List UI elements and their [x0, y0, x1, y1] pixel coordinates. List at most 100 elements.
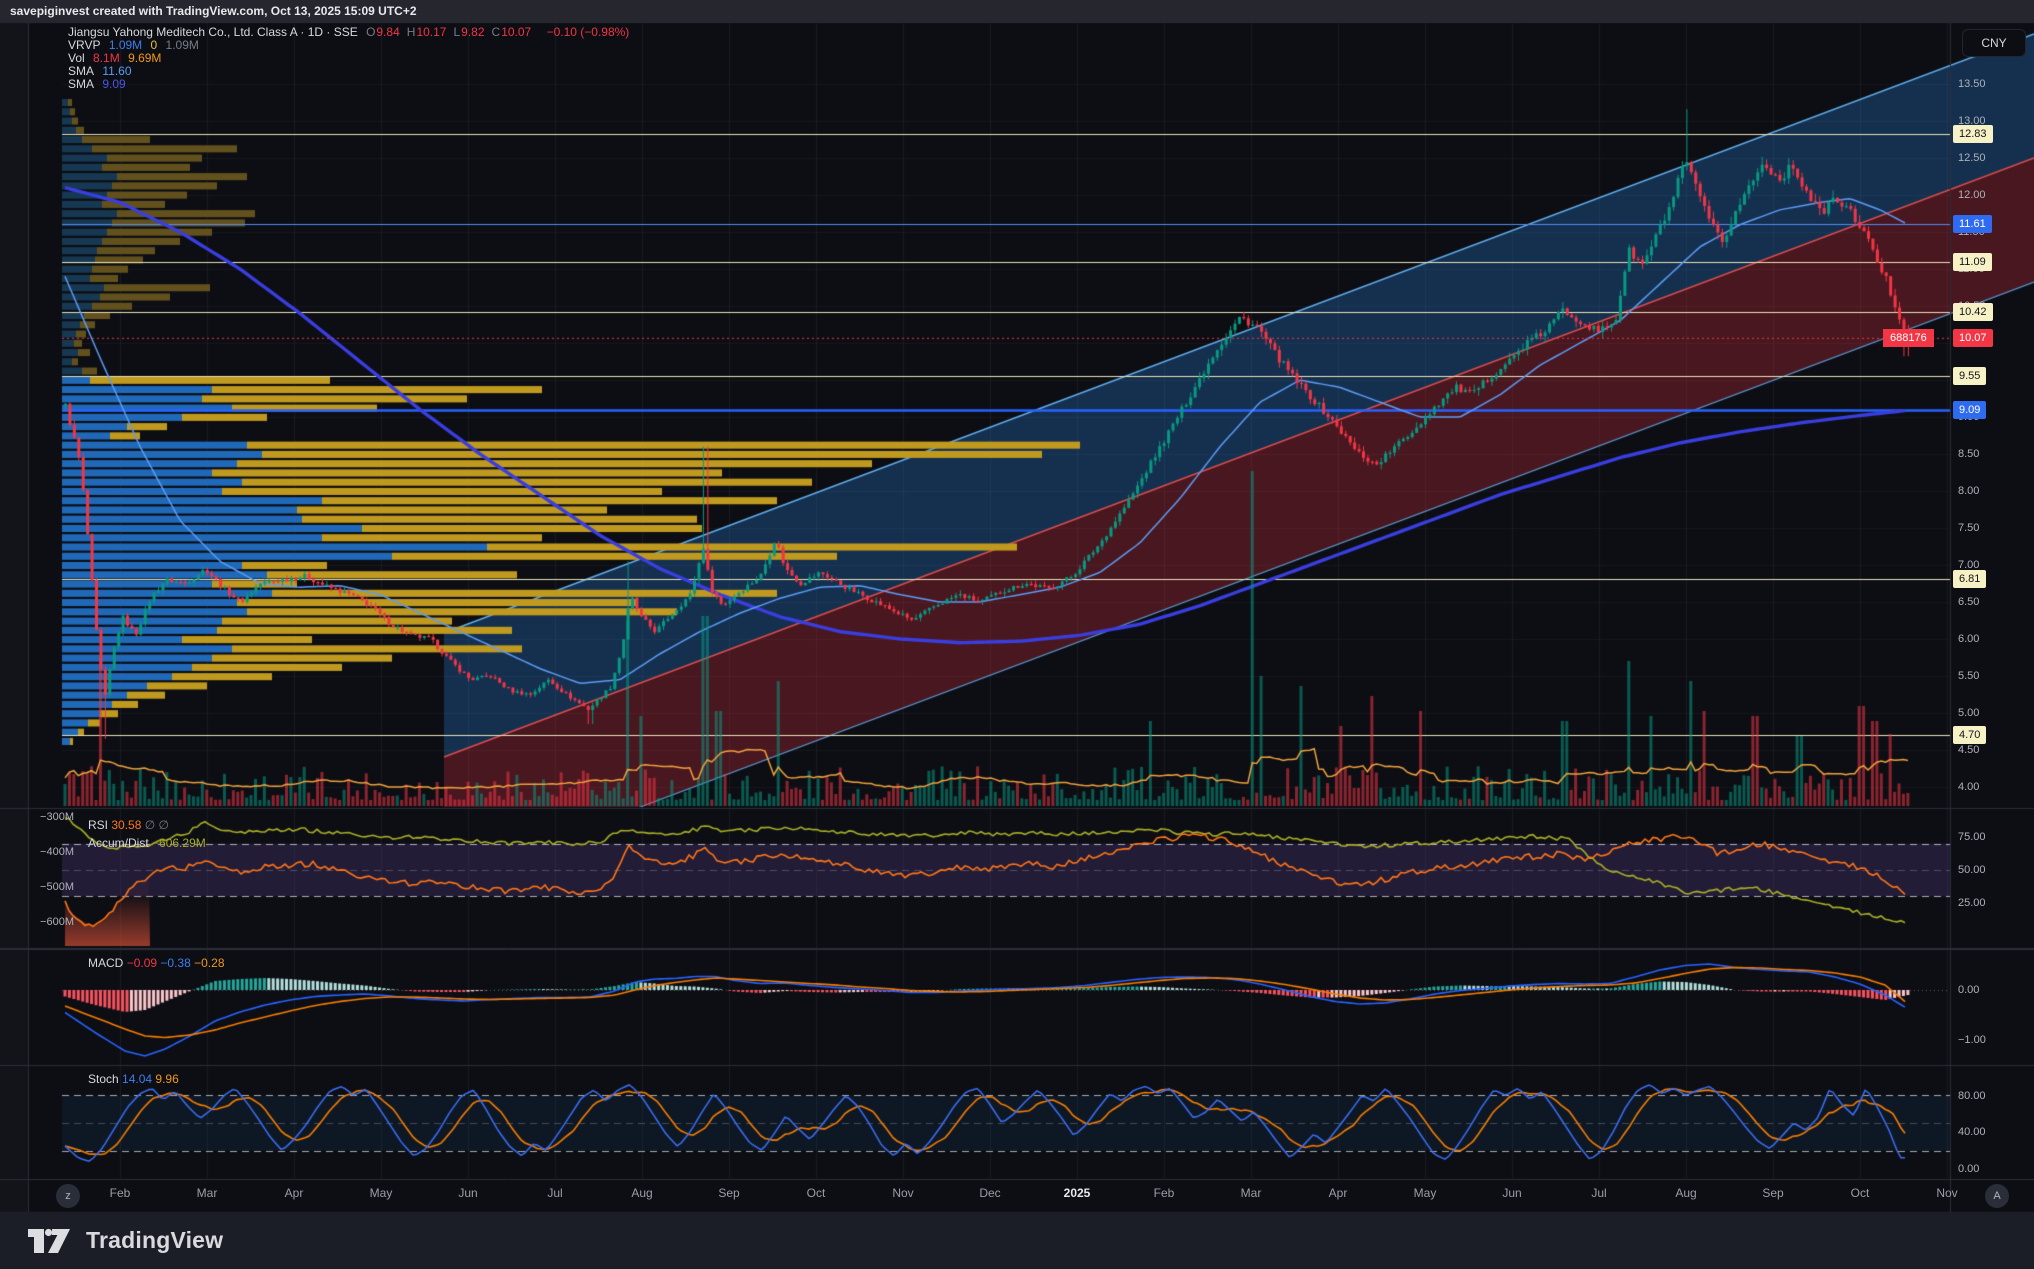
- price-tick: 7.00: [1958, 559, 1980, 571]
- vrvp-value-1: 1.09M: [108, 38, 143, 52]
- time-tick-month: May: [369, 1186, 393, 1200]
- price-tick: 8.50: [1958, 448, 1980, 460]
- price-tick: 4.50: [1958, 744, 1980, 756]
- volume-label: Vol: [68, 51, 85, 65]
- time-tick-month: Jul: [547, 1186, 563, 1200]
- price-tick: 5.00: [1958, 707, 1980, 719]
- time-tick-month: Feb: [1153, 1186, 1175, 1200]
- time-tick-month: Jul: [1591, 1186, 1607, 1200]
- stoch-tick: 80.00: [1958, 1090, 1986, 1102]
- time-tick-month: Jun: [458, 1186, 478, 1200]
- watermark-topbar: savepiginvest created with TradingView.c…: [0, 0, 2034, 22]
- symbol-row[interactable]: Jiangsu Yahong Meditech Co., Ltd. Class …: [68, 26, 634, 39]
- ohlc-key: L: [453, 25, 461, 39]
- price-tick: 7.50: [1958, 522, 1980, 534]
- watermark-text: savepiginvest created with TradingView.c…: [10, 4, 417, 18]
- time-tick-month: Nov: [892, 1186, 914, 1200]
- sma-fast-value: 11.60: [102, 64, 132, 78]
- macd-label: MACD: [88, 956, 124, 970]
- accum-dist-legend[interactable]: Accum/Dist −606.29M: [88, 836, 206, 850]
- ohlc-key: C: [491, 25, 501, 39]
- change-value: −0.10 (−0.98%): [546, 25, 630, 39]
- time-tick-month: Sep: [1762, 1186, 1784, 1200]
- time-tick-month: Mar: [1240, 1186, 1262, 1200]
- rsi-hidden-inputs: ∅ ∅: [144, 818, 169, 832]
- symbol-title: Jiangsu Yahong Meditech Co., Ltd. Class …: [68, 25, 358, 39]
- time-tick-month: Nov: [1936, 1186, 1958, 1200]
- price-tick: 4.00: [1958, 781, 1980, 793]
- stoch-d-value: 9.96: [155, 1072, 179, 1086]
- time-tick-month: Oct: [1850, 1186, 1870, 1200]
- volume-ma-value: 9.69M: [128, 51, 162, 65]
- main-legend: Jiangsu Yahong Meditech Co., Ltd. Class …: [68, 26, 634, 91]
- time-tick-month: Oct: [806, 1186, 826, 1200]
- tradingview-logo-bar: TradingView: [0, 1212, 2034, 1269]
- sma-slow-row[interactable]: SMA 9.09: [68, 78, 634, 91]
- price-tick: 12.00: [1958, 189, 1986, 201]
- price-level-label: 12.83: [1953, 124, 1993, 143]
- ohlc-value: 10.07: [501, 25, 532, 39]
- time-tick-month: Sep: [718, 1186, 740, 1200]
- macd-signal-value: −0.28: [194, 956, 225, 970]
- vrvp-value-2: 0: [150, 38, 158, 52]
- stoch-legend[interactable]: Stoch 14.04 9.96: [88, 1072, 179, 1086]
- price-tick: 13.50: [1958, 78, 1986, 90]
- stoch-label: Stoch: [88, 1072, 119, 1086]
- sma-fast-label: SMA: [68, 64, 95, 78]
- sma-slow-label: SMA: [68, 77, 95, 91]
- currency-button[interactable]: CNY: [1962, 29, 2026, 57]
- price-tick: 8.00: [1958, 485, 1980, 497]
- macd-hist-value: −0.09: [126, 956, 158, 970]
- macd-line-value: −0.38: [160, 956, 191, 970]
- rsi-tick: 25.00: [1958, 897, 1986, 909]
- price-level-label: 9.09: [1953, 401, 1987, 420]
- time-tick-month: Apr: [284, 1186, 304, 1200]
- ohlc-key: O: [366, 25, 376, 39]
- ohlc-value: 10.17: [416, 25, 447, 39]
- ohlc-values: O9.84 H10.17 L9.82 C10.07: [366, 25, 538, 39]
- macd-legend[interactable]: MACD −0.09 −0.38 −0.28: [88, 956, 225, 970]
- tradingview-logo-text[interactable]: TradingView: [86, 1227, 224, 1253]
- stoch-tick: 40.00: [1958, 1126, 1986, 1138]
- timezone-button[interactable]: z: [56, 1184, 80, 1208]
- accum-left-tick: −500M: [40, 881, 74, 893]
- time-tick-year: 2025: [1063, 1186, 1091, 1200]
- sma-fast-row[interactable]: SMA 11.60: [68, 65, 634, 78]
- rsi-tick: 50.00: [1958, 864, 1986, 876]
- vrvp-row[interactable]: VRVP 1.09M 0 1.09M: [68, 39, 634, 52]
- ohlc-value: 9.84: [376, 25, 400, 39]
- rsi-label: RSI: [88, 818, 109, 832]
- stoch-tick: 0.00: [1958, 1163, 1980, 1175]
- time-tick-month: Mar: [196, 1186, 218, 1200]
- rsi-tick: 75.00: [1958, 831, 1986, 843]
- price-tick: 12.50: [1958, 152, 1986, 164]
- time-tick-month: Dec: [979, 1186, 1001, 1200]
- time-tick-month: Aug: [631, 1186, 653, 1200]
- sma-slow-value: 9.09: [102, 77, 126, 91]
- price-level-label: 6.81: [1953, 570, 1987, 589]
- price-level-label: 9.55: [1953, 367, 1987, 386]
- price-level-label: 11.09: [1953, 253, 1992, 272]
- price-tick: 6.50: [1958, 596, 1980, 608]
- time-tick-month: May: [1413, 1186, 1437, 1200]
- price-tick: 5.50: [1958, 670, 1980, 682]
- time-tick-month: Feb: [109, 1186, 131, 1200]
- accum-left-tick: −300M: [40, 811, 74, 823]
- autoscale-button[interactable]: A: [1985, 1184, 2009, 1208]
- ohlc-key: H: [406, 25, 416, 39]
- price-level-label: 10.07: [1953, 328, 1993, 347]
- volume-value: 8.1M: [93, 51, 120, 65]
- volume-row[interactable]: Vol 8.1M 9.69M: [68, 52, 634, 65]
- ticker-code-label: 688176: [1883, 328, 1934, 347]
- tradingview-logo-icon[interactable]: [26, 1221, 72, 1261]
- price-level-label: 4.70: [1953, 726, 1987, 745]
- accum-dist-value: −606.29M: [152, 836, 206, 850]
- rsi-legend[interactable]: RSI 30.58 ∅ ∅: [88, 818, 169, 832]
- vrvp-label: VRVP: [68, 38, 101, 52]
- time-tick-month: Aug: [1675, 1186, 1697, 1200]
- accum-left-tick: −400M: [40, 846, 74, 858]
- macd-tick: 0.00: [1958, 984, 1980, 996]
- macd-tick: −1.00: [1958, 1034, 1986, 1046]
